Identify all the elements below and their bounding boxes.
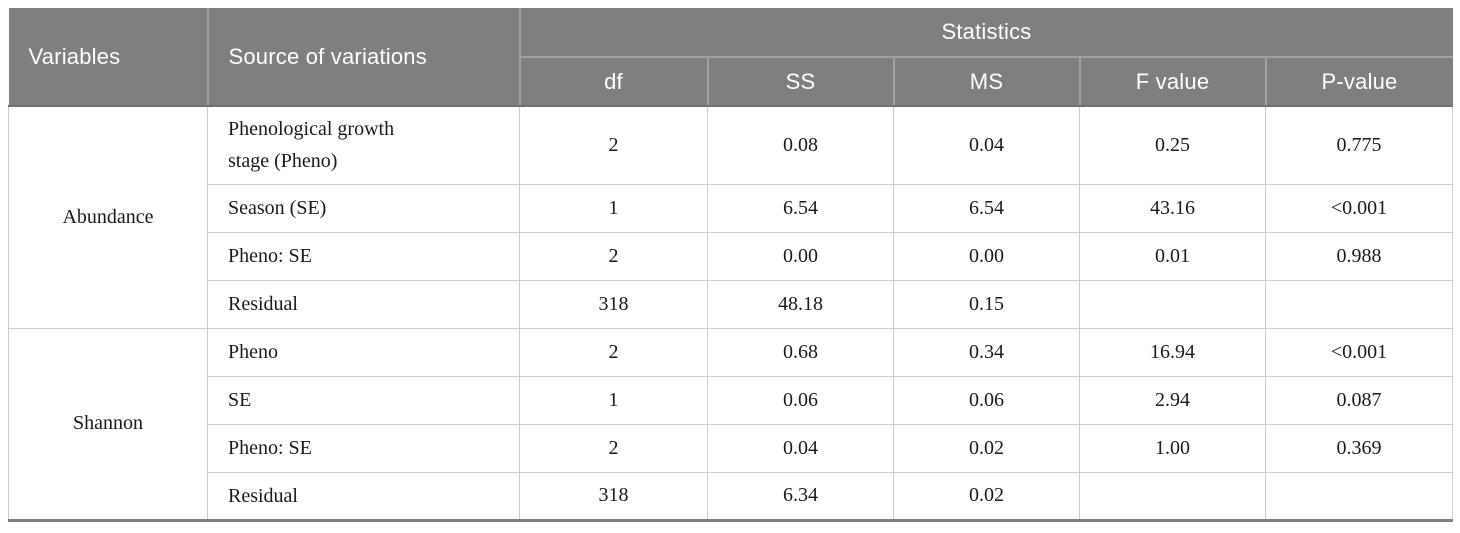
f-value-cell <box>1079 279 1266 329</box>
table-row: Pheno: SE 2 0.00 0.00 0.01 0.988 <box>9 231 1454 281</box>
ss-cell: 6.54 <box>707 183 894 233</box>
ms-cell: 0.34 <box>893 327 1080 377</box>
ms-cell: 0.02 <box>893 423 1080 473</box>
source-cell: Pheno <box>207 327 520 377</box>
ms-cell: 6.54 <box>893 183 1080 233</box>
header-row-top: Variables Source of variations Statistic… <box>8 8 1453 107</box>
f-value-cell: 2.94 <box>1079 375 1266 425</box>
anova-statistics-table: Variables Source of variations Statistic… <box>8 8 1454 522</box>
p-value-cell: 0.087 <box>1264 375 1454 425</box>
df-cell: 318 <box>519 279 708 329</box>
header-source-of-variations: Source of variations <box>206 8 520 107</box>
table-row: Abundance Phenological growth stage (Phe… <box>8 105 1454 329</box>
source-text: Phenological growth stage (Pheno) <box>228 118 395 173</box>
p-value-cell: <0.001 <box>1264 327 1454 377</box>
ms-cell: 0.06 <box>893 375 1080 425</box>
header-variables: Variables <box>8 8 208 107</box>
source-cell: Phenological growth stage (Pheno) <box>207 105 520 185</box>
df-cell: 2 <box>519 423 708 473</box>
variable-cell-abundance: Abundance <box>8 105 208 329</box>
header-statistics: Statistics <box>518 8 1453 57</box>
source-cell: Residual <box>207 279 520 329</box>
variable-cell-shannon: Shannon <box>8 327 208 521</box>
source-cell: SE <box>207 375 520 425</box>
header-col-p-value: P-value <box>1264 56 1453 107</box>
ms-cell: 0.04 <box>893 105 1080 185</box>
p-value-cell: <0.001 <box>1264 183 1454 233</box>
f-value-cell: 0.25 <box>1079 105 1266 185</box>
p-value-cell <box>1264 279 1454 329</box>
source-text: Pheno: SE <box>228 245 312 267</box>
ss-cell: 0.00 <box>707 231 894 281</box>
p-value-cell: 0.369 <box>1264 423 1454 473</box>
ss-cell: 6.34 <box>707 471 894 521</box>
ms-cell: 0.15 <box>893 279 1080 329</box>
source-text: Residual <box>228 293 298 315</box>
header-col-df: df <box>518 56 708 107</box>
ms-cell: 0.02 <box>893 471 1080 521</box>
ss-cell: 0.06 <box>707 375 894 425</box>
table-row: Pheno: SE 2 0.04 0.02 1.00 0.369 <box>9 423 1454 473</box>
source-text: Season (SE) <box>228 197 327 219</box>
table-header: Variables Source of variations Statistic… <box>8 8 1453 107</box>
header-row-sub: df SS MS F value P-value <box>9 56 1453 107</box>
source-text: SE <box>228 389 252 411</box>
table-row: Shannon Pheno 2 0.68 0.34 16.94 <0.001 <box>8 327 1454 521</box>
table-body: Abundance Phenological growth stage (Phe… <box>8 105 1454 521</box>
df-cell: 2 <box>519 327 708 377</box>
source-cell: Pheno: SE <box>207 423 520 473</box>
f-value-cell <box>1079 471 1266 521</box>
df-cell: 1 <box>519 375 708 425</box>
source-cell: Pheno: SE <box>207 231 520 281</box>
p-value-cell: 0.988 <box>1264 231 1454 281</box>
table-row: SE 1 0.06 0.06 2.94 0.087 <box>9 375 1454 425</box>
ss-cell: 0.68 <box>707 327 894 377</box>
df-cell: 2 <box>519 105 708 185</box>
df-cell: 318 <box>519 471 708 521</box>
p-value-cell: 0.775 <box>1264 105 1454 185</box>
f-value-cell: 43.16 <box>1079 183 1266 233</box>
source-text: Pheno: SE <box>228 437 312 459</box>
table-row: Residual 318 6.34 0.02 <box>9 471 1454 521</box>
source-text: Pheno <box>228 341 278 363</box>
ss-cell: 48.18 <box>707 279 894 329</box>
header-col-f-value: F value <box>1078 56 1266 107</box>
f-value-cell: 16.94 <box>1079 327 1266 377</box>
source-text: Residual <box>228 484 298 507</box>
ss-cell: 0.08 <box>707 105 894 185</box>
header-col-ms: MS <box>892 56 1080 107</box>
ss-cell: 0.04 <box>707 423 894 473</box>
header-col-ss: SS <box>706 56 894 107</box>
source-cell: Residual <box>207 471 520 521</box>
f-value-cell: 0.01 <box>1079 231 1266 281</box>
p-value-cell <box>1264 471 1454 521</box>
f-value-cell: 1.00 <box>1079 423 1266 473</box>
table-row: Residual 318 48.18 0.15 <box>9 279 1454 329</box>
table-row: Season (SE) 1 6.54 6.54 43.16 <0.001 <box>9 183 1454 233</box>
df-cell: 1 <box>519 183 708 233</box>
ms-cell: 0.00 <box>893 231 1080 281</box>
source-cell: Season (SE) <box>207 183 520 233</box>
df-cell: 2 <box>519 231 708 281</box>
